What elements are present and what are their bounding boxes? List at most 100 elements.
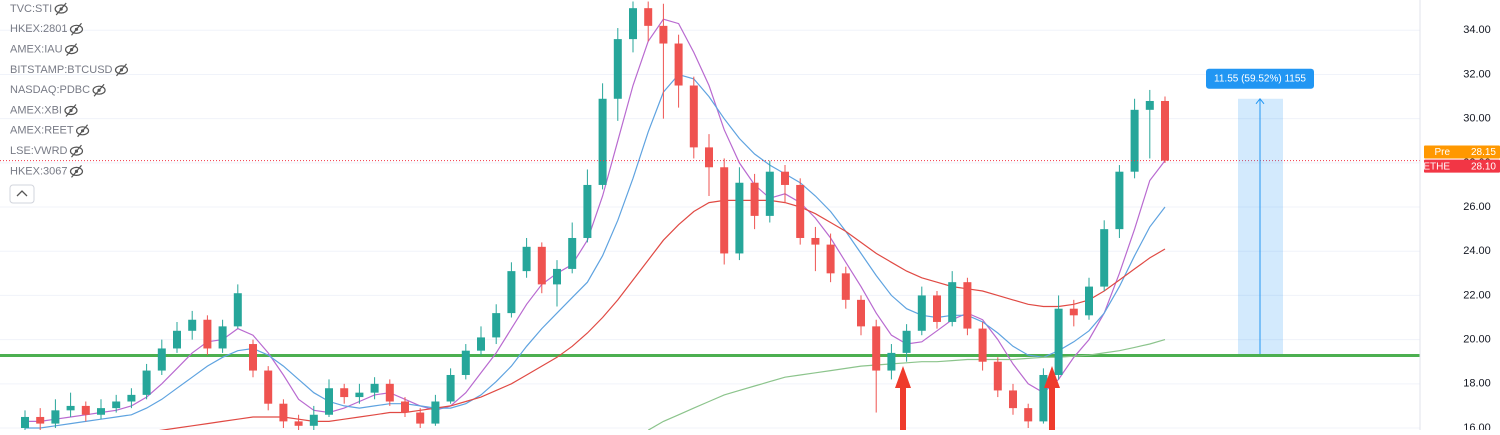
moving-average-line <box>25 73 1166 429</box>
candle-body <box>553 268 561 285</box>
price-label-box <box>1424 159 1500 173</box>
candle-body <box>659 25 668 44</box>
y-tick-label: 24.00 <box>1463 245 1491 257</box>
y-tick-label: 34.00 <box>1463 24 1491 36</box>
legend: TVC:STI HKEX:2801 AMEX:IAU BITSTAMP:BTCUSD N… <box>10 2 129 178</box>
measure-label: 11.55 (59.52%) 1155 <box>1214 73 1306 84</box>
symbol-label: AMEX:XBI <box>10 104 62 116</box>
candle-body <box>477 337 485 351</box>
candle-body <box>1069 308 1078 316</box>
symbol-label: LSE:VWRD <box>10 145 68 157</box>
price-label-value: 28.15 <box>1471 147 1496 158</box>
candle-body <box>1054 308 1063 375</box>
candle-body <box>1115 171 1124 230</box>
eye-outline <box>69 146 84 156</box>
candle-body <box>674 43 683 86</box>
candle-body <box>36 416 45 424</box>
candle-body <box>264 370 273 404</box>
y-tick-label: 18.00 <box>1463 378 1491 390</box>
candle-body <box>492 313 501 338</box>
candle-body <box>735 182 744 254</box>
y-tick-label: 32.00 <box>1463 68 1491 80</box>
candle-body <box>872 326 881 371</box>
price-label-value: 28.10 <box>1471 161 1496 172</box>
candle-body <box>142 370 151 395</box>
y-tick-label: 30.00 <box>1463 113 1491 125</box>
candle-body <box>750 182 759 216</box>
candle-body <box>841 273 850 300</box>
candle-body <box>613 39 622 99</box>
candle-body <box>629 8 637 40</box>
measure-label-box <box>1206 68 1314 89</box>
eye-slash <box>116 63 127 77</box>
eye-slash <box>93 83 105 97</box>
candle-body <box>21 416 29 429</box>
candle-body <box>173 330 181 349</box>
eye-slash <box>55 2 67 16</box>
candle-body <box>537 246 546 285</box>
symbol-label: HKEX:2801 <box>10 23 67 35</box>
eye-slash <box>65 104 77 117</box>
candle-body <box>689 85 698 148</box>
y-tick-label: 20.00 <box>1463 334 1491 346</box>
candle-body <box>203 319 212 349</box>
candle-body <box>249 344 257 371</box>
candle-body <box>233 293 242 327</box>
candle-body <box>720 167 729 254</box>
arrow-up <box>1044 366 1060 430</box>
hidden-eye-icon[interactable] <box>69 22 84 36</box>
arrow-up <box>895 366 911 430</box>
candle-body <box>933 295 941 322</box>
hidden-eye-icon[interactable] <box>54 2 68 16</box>
candle-body <box>917 295 926 331</box>
candle-body <box>97 408 105 415</box>
candle-body <box>355 392 364 398</box>
candle-body <box>112 401 121 409</box>
collapse-button[interactable] <box>9 184 35 204</box>
candle-body <box>1130 109 1139 172</box>
hidden-eye-icon[interactable] <box>69 144 84 158</box>
hidden-eye-icon[interactable] <box>64 104 78 117</box>
candle-body <box>1100 229 1109 287</box>
candle-body <box>461 350 470 375</box>
collapse-icon <box>16 190 28 197</box>
price-label-box <box>1424 145 1500 159</box>
candle-body <box>765 171 774 216</box>
candle-body <box>1145 100 1154 110</box>
candle-body <box>522 246 531 272</box>
symbol-label: TVC:STI <box>10 3 52 15</box>
hidden-eye-icon[interactable] <box>69 165 84 178</box>
hidden-eye-icon[interactable] <box>64 43 79 56</box>
candle-body <box>340 388 349 398</box>
candle-body <box>446 374 455 402</box>
candle-body <box>127 394 136 402</box>
hidden-eye-icon[interactable] <box>75 124 90 138</box>
hidden-eye-icon[interactable] <box>92 83 106 97</box>
arrows <box>895 366 1060 430</box>
candle-body <box>279 403 288 422</box>
candle-body <box>1161 100 1169 161</box>
candle-body <box>826 244 835 274</box>
symbol-label: NASDAQ:PDBC <box>10 84 90 96</box>
eye-outline <box>92 85 106 95</box>
symbol-label: BITSTAMP:BTCUSD <box>10 64 113 76</box>
symbol-label: AMEX:IAU <box>10 44 63 56</box>
moving-average-line <box>158 199 1166 430</box>
candle-body <box>902 330 911 353</box>
moving-average-line <box>647 339 1166 430</box>
eye-slash <box>77 124 89 138</box>
candle-body <box>309 414 318 426</box>
candle-body <box>51 410 60 424</box>
price-label-name: Pre <box>1434 147 1450 158</box>
candle-body <box>1039 374 1048 422</box>
candle-body <box>370 383 379 393</box>
eye-slash <box>71 22 82 36</box>
y-tick-label: 26.00 <box>1463 201 1491 213</box>
eye-slash <box>71 144 82 158</box>
eye-outline <box>64 44 79 55</box>
candle-body <box>507 271 516 314</box>
candle-body <box>583 184 592 238</box>
hidden-eye-icon[interactable] <box>114 63 129 77</box>
candle-body <box>781 171 789 185</box>
